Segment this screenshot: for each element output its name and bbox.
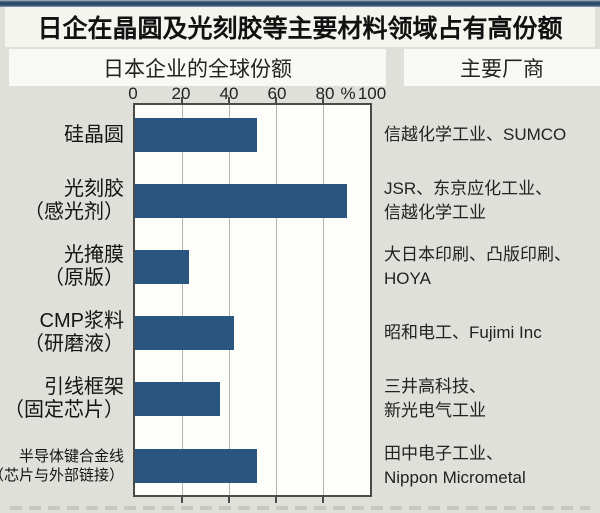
makers-line: 信越化学工业: [384, 203, 486, 222]
makers-silicon-wafer: 信越化学工业、SUMCO: [384, 118, 600, 152]
category-label-line: 半导体键合金线: [18, 448, 124, 465]
gridline-20: [182, 105, 183, 495]
bottom-faded-caption-artifact: [10, 506, 590, 510]
tick-bottom-40: [228, 497, 230, 503]
makers-line: 三井高科技、: [384, 377, 486, 396]
category-label-photomask: 光掩膜 （原版）: [0, 244, 128, 289]
gridline-40: [229, 105, 230, 495]
tick-bottom-80: [322, 497, 324, 503]
category-label-line: 光刻胶: [64, 178, 124, 200]
category-label-line: 硅晶圆: [64, 123, 124, 146]
makers-line: 昭和电工、Fujimi Inc: [384, 323, 542, 342]
bar-bonding-wire: [135, 449, 258, 483]
axis-tick-label-20: 20: [171, 84, 191, 103]
makers-cmp-slurry: 昭和电工、Fujimi Inc: [384, 316, 600, 350]
category-sublabel-line: （感光剂）: [24, 201, 124, 223]
makers-line: 田中电子工业、: [384, 444, 503, 463]
page-title: 日企在晶圆及光刻胶等主要材料领域占有高份额: [37, 15, 563, 43]
header-global-share: 日本企业的全球份额: [9, 49, 386, 86]
makers-bonding-wire: 田中电子工业、 Nippon Micrometal: [384, 444, 600, 487]
axis-tick-label-0: 0: [128, 84, 138, 103]
makers-line: 新光电气工业: [384, 401, 486, 420]
header-global-share-label: 日本企业的全球份额: [103, 57, 292, 81]
makers-line: 信越化学工业、SUMCO: [384, 125, 567, 144]
category-label-line: 引线框架: [44, 376, 124, 398]
bar-lead-frame: [135, 382, 220, 416]
tick-bottom-60: [275, 497, 277, 503]
axis-percent-label: %: [340, 84, 356, 103]
makers-line: Nippon Micrometal: [384, 468, 526, 487]
category-sublabel-line: （芯片与外部链接）: [0, 467, 124, 484]
makers-line: JSR、东京应化工业、: [384, 179, 553, 198]
title-bar: 日企在晶圆及光刻胶等主要材料领域占有高份额: [5, 7, 595, 47]
makers-line: HOYA: [384, 269, 431, 288]
category-label-line: CMP浆料: [39, 310, 124, 332]
bar-cmp-slurry: [135, 316, 234, 350]
bar-silicon-wafer: [135, 118, 258, 152]
tick-top-40: [228, 97, 230, 103]
makers-lead-frame: 三井高科技、 新光电气工业: [384, 377, 600, 420]
category-label-bonding-wire: 半导体键合金线 （芯片与外部链接）: [0, 448, 128, 484]
axis-tick-label-60: 60: [267, 84, 287, 103]
makers-photoresist: JSR、东京应化工业、 信越化学工业: [384, 179, 600, 222]
category-label-silicon-wafer: 硅晶圆: [0, 118, 128, 152]
tick-bottom-20: [181, 497, 183, 503]
bar-photoresist: [135, 184, 347, 218]
gridline-60: [276, 105, 277, 495]
category-label-photoresist: 光刻胶 （感光剂）: [0, 178, 128, 223]
tick-top-60: [275, 97, 277, 103]
axis-tick-label-100: 100: [357, 84, 387, 103]
category-sublabel-line: （研磨液）: [24, 333, 124, 355]
top-accent-strip: [0, 0, 600, 7]
makers-photomask: 大日本印刷、凸版印刷、 HOYA: [384, 245, 600, 288]
category-label-cmp-slurry: CMP浆料 （研磨液）: [0, 310, 128, 355]
category-label-lead-frame: 引线框架 （固定芯片）: [0, 376, 128, 421]
tick-top-80: [322, 97, 324, 103]
header-main-makers-label: 主要厂商: [460, 57, 544, 81]
tick-top-20: [181, 97, 183, 103]
category-label-line: 光掩膜: [64, 244, 124, 266]
chart-plot: [133, 97, 372, 503]
header-main-makers: 主要厂商: [404, 49, 600, 86]
bar-photomask: [135, 250, 190, 284]
category-sublabel-line: （固定芯片）: [4, 399, 124, 421]
axis-tick-label-40: 40: [219, 84, 239, 103]
category-sublabel-line: （原版）: [44, 267, 124, 289]
axis-tick-label-80: 80: [315, 84, 335, 103]
gridline-80: [323, 105, 324, 495]
makers-line: 大日本印刷、凸版印刷、: [384, 245, 571, 264]
